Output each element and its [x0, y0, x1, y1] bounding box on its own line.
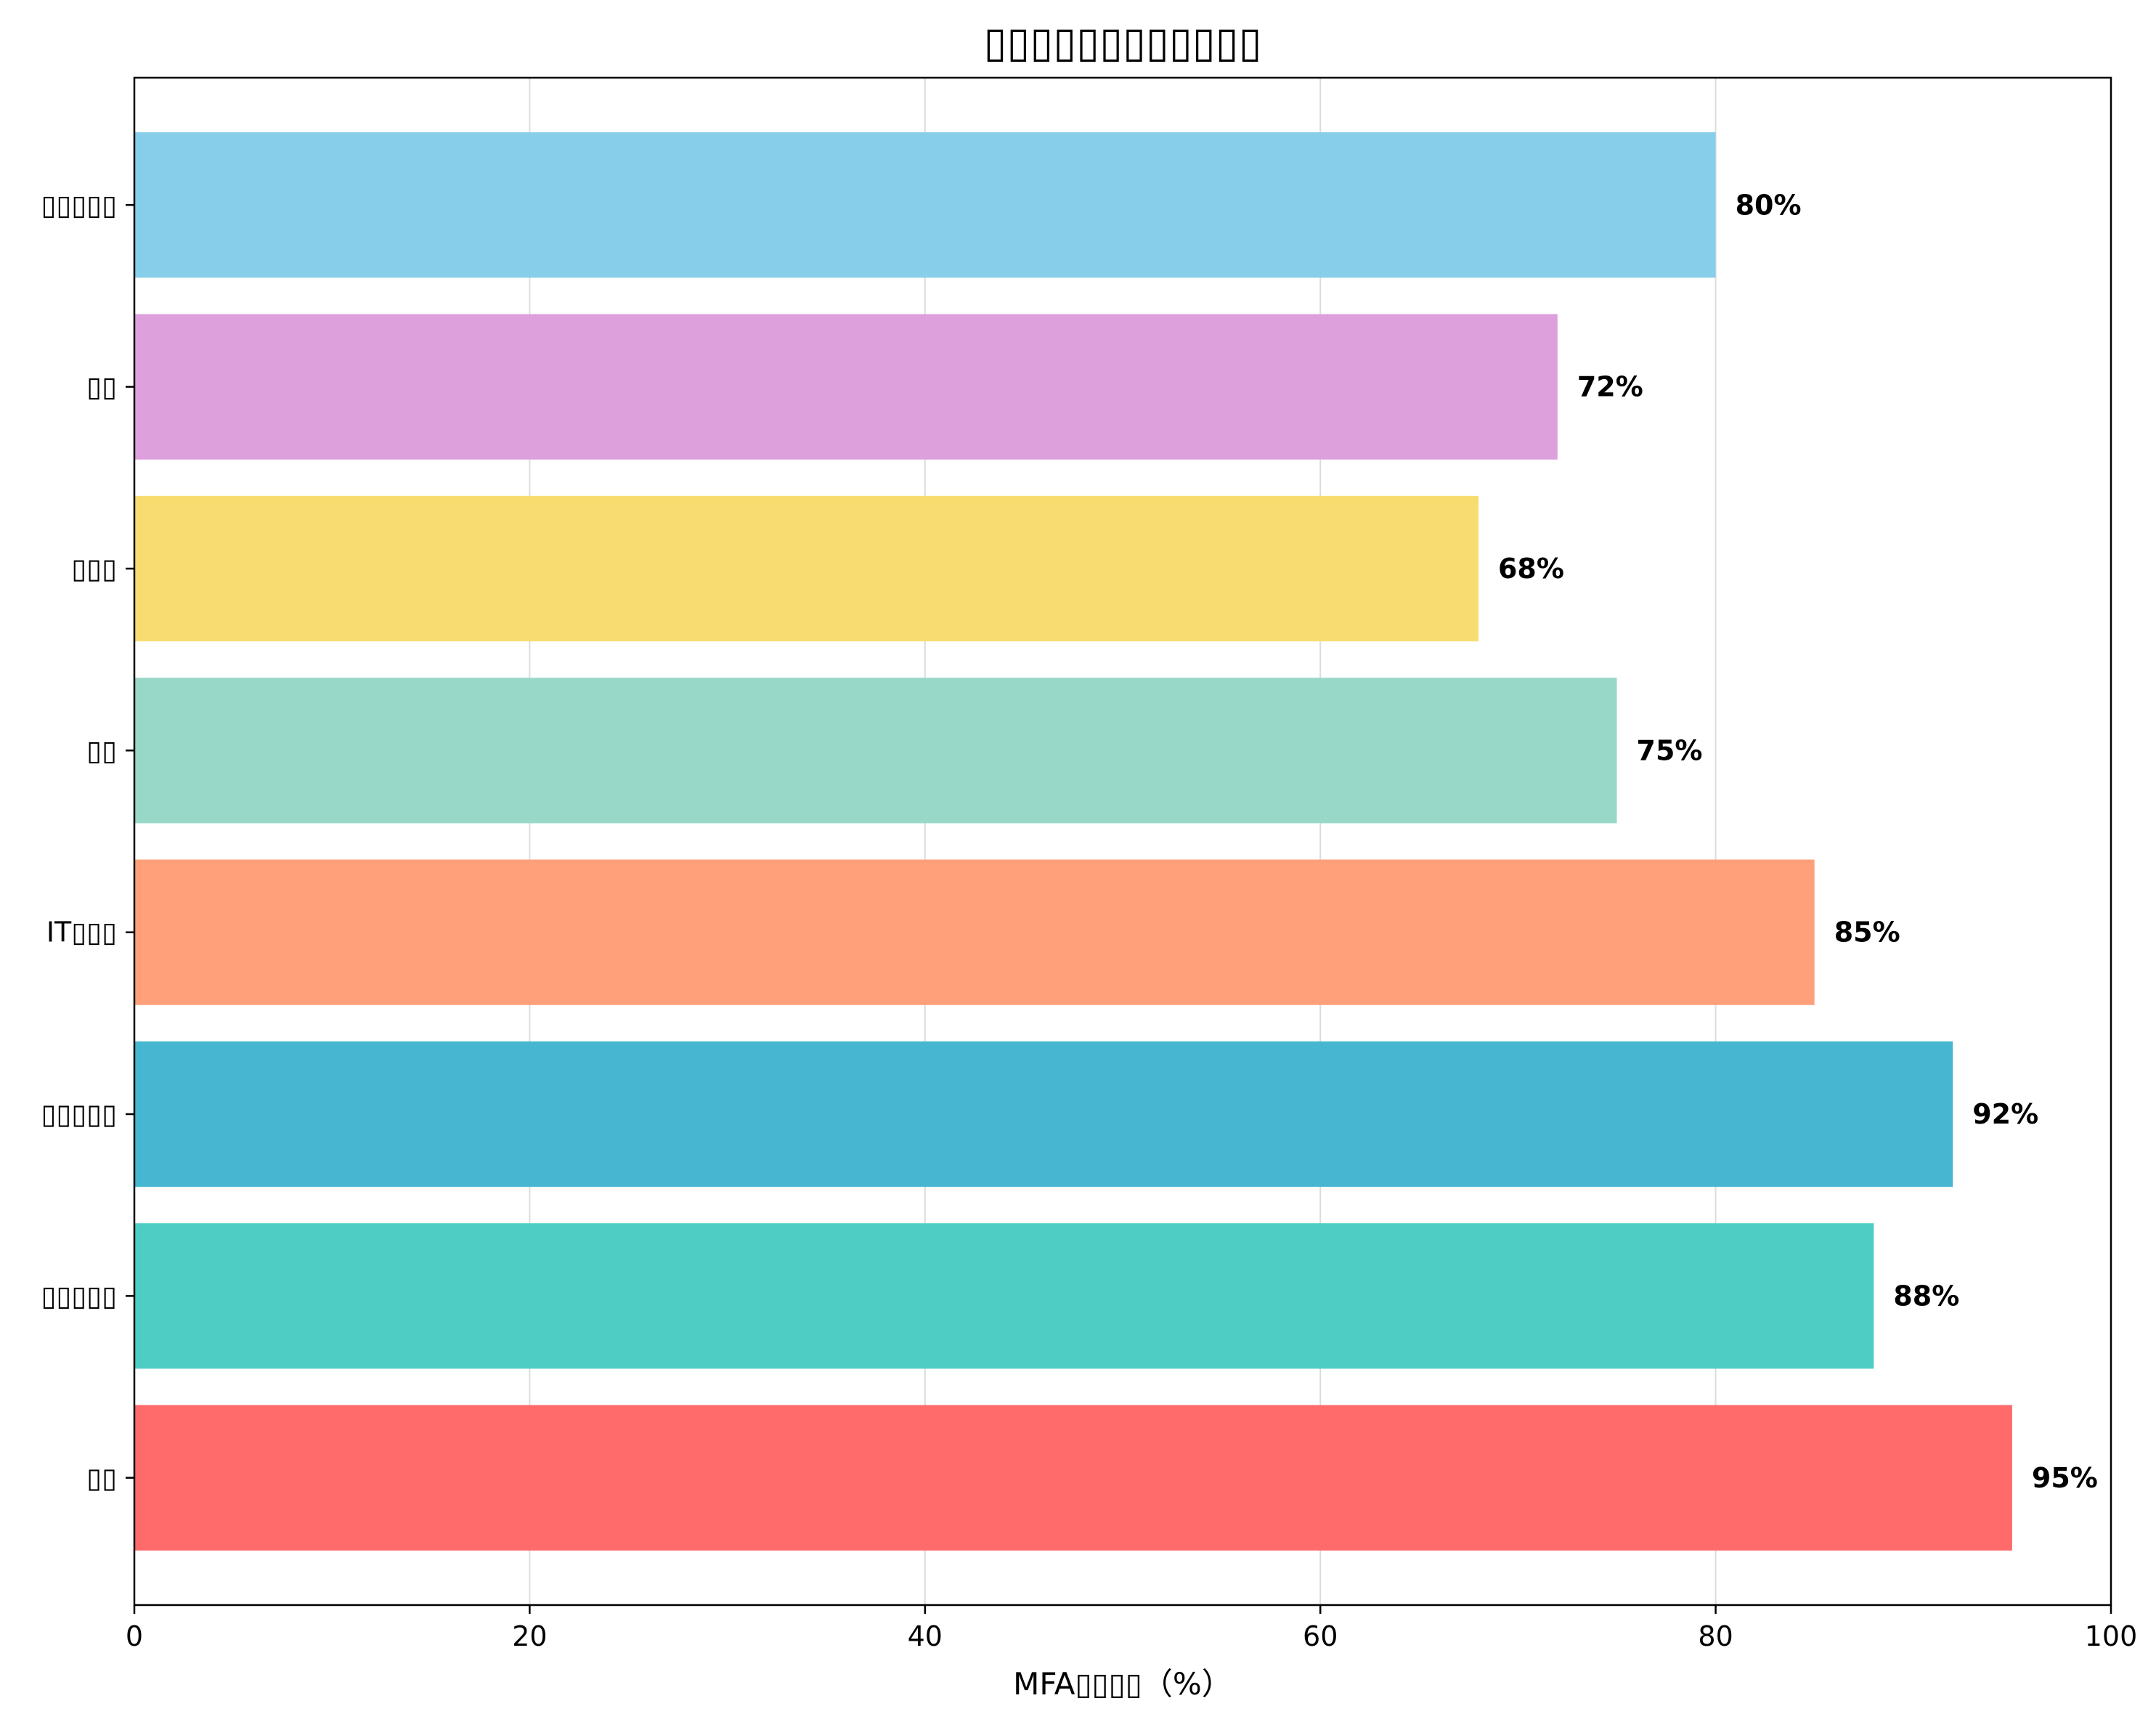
y-tick-label: ▯▯ [86, 734, 117, 766]
y-tick-label: ▯▯▯ [71, 553, 117, 585]
plot-frame [133, 76, 2112, 1607]
y-tick-label: ▯▯▯▯▯ [41, 1280, 117, 1312]
y-tick-label: ▯▯▯▯▯ [41, 189, 117, 221]
x-tick-label: 60 [1303, 1620, 1338, 1652]
bars [134, 132, 2012, 1551]
data-label: 80% [1736, 189, 1802, 221]
bar [134, 678, 1617, 824]
bar [134, 859, 1815, 1005]
y-axis: ▯▯▯▯▯▯▯▯▯▯▯▯IT▯▯▯▯▯▯▯▯▯▯▯▯▯▯▯ [41, 189, 134, 1494]
bar [134, 495, 1478, 642]
data-label: 85% [1834, 917, 1900, 949]
bar [134, 132, 1716, 278]
x-tick-label: 40 [908, 1620, 943, 1652]
value-labels: 95% 88% 92% 85% 75% 68% 72% 80% [1498, 189, 2098, 1494]
y-tick-label: ▯▯▯▯▯ [41, 1098, 117, 1130]
x-tick-label: 80 [1698, 1620, 1733, 1652]
bar [134, 314, 1558, 460]
x-tick-label: 100 [2085, 1620, 2138, 1652]
bar [134, 1041, 1953, 1187]
y-tick-label: ▯▯ [86, 1462, 117, 1494]
x-tick-label: 20 [512, 1620, 547, 1652]
data-label: 88% [1893, 1280, 1959, 1312]
y-tick-label: IT▯▯▯ [46, 917, 117, 949]
data-label: 68% [1498, 553, 1564, 585]
data-label: 95% [2032, 1462, 2098, 1494]
chart-title: ▯▯▯▯▯▯▯▯▯▯▯▯ [983, 17, 1261, 67]
bar [134, 1405, 2012, 1551]
data-label: 75% [1637, 734, 1703, 766]
bar [134, 1223, 1874, 1369]
x-tick-label: 0 [126, 1620, 143, 1652]
data-label: 92% [1972, 1098, 2038, 1130]
x-axis: 0 20 40 60 80 100 [126, 1605, 2137, 1652]
data-label: 72% [1577, 371, 1643, 403]
x-axis-label: MFA▯▯▯▯（%） [1013, 1666, 1232, 1702]
y-tick-label: ▯▯ [86, 371, 117, 403]
